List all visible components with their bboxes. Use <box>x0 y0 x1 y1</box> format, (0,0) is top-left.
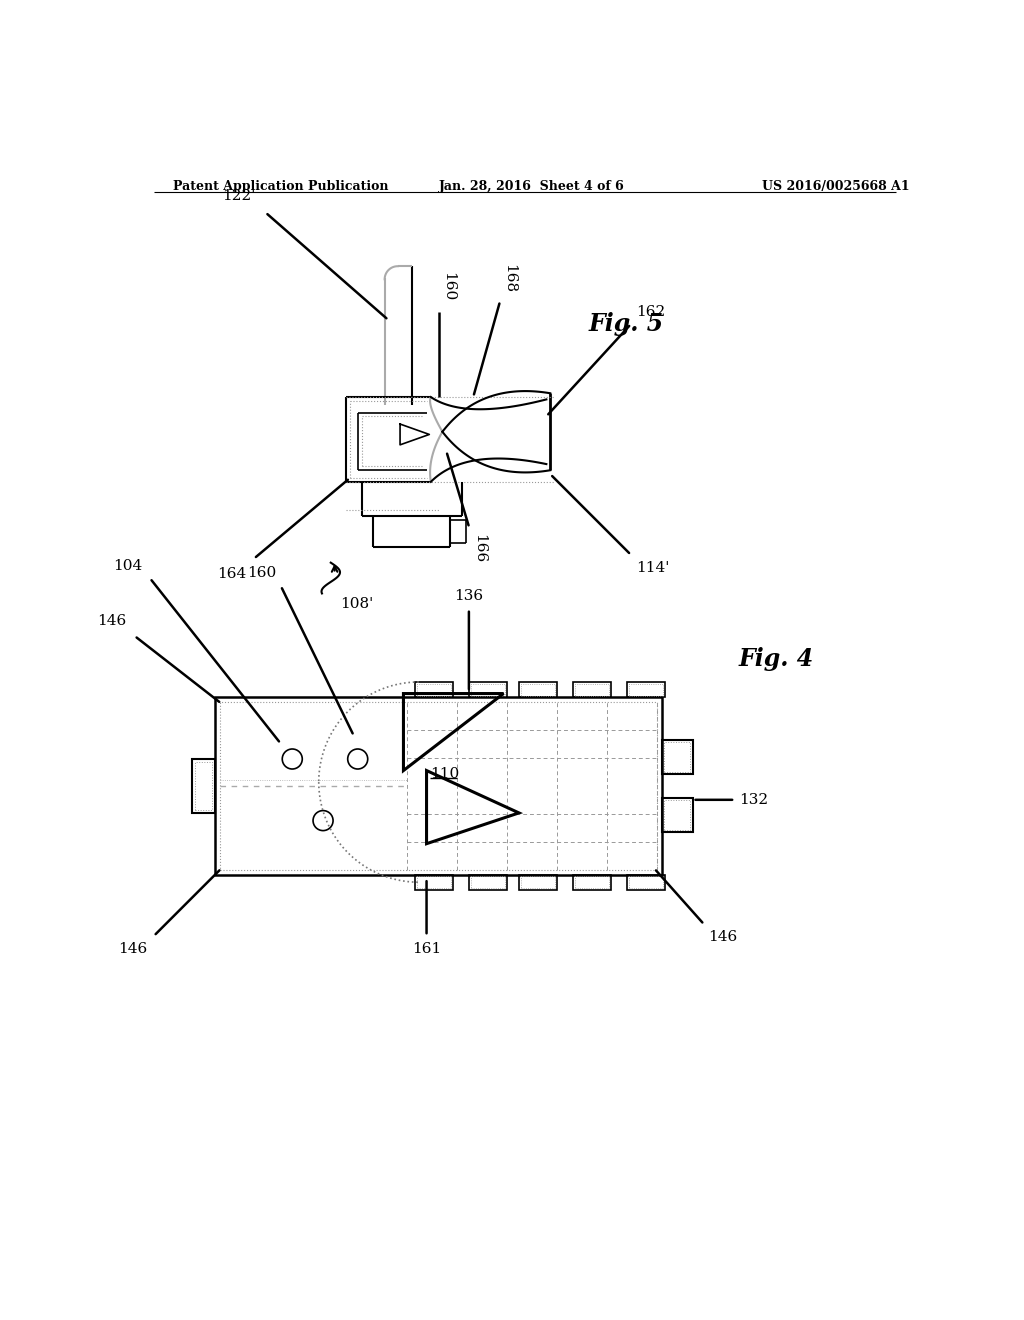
Text: 146: 146 <box>97 614 127 628</box>
Text: 162: 162 <box>637 305 666 318</box>
Bar <box>415 875 454 890</box>
Text: 136: 136 <box>455 589 483 603</box>
Bar <box>193 759 215 813</box>
Bar <box>629 876 663 888</box>
Bar <box>196 762 212 810</box>
Bar <box>572 875 611 890</box>
Text: Fig. 5: Fig. 5 <box>589 312 664 337</box>
Text: 160: 160 <box>441 272 455 301</box>
Text: US 2016/0025668 A1: US 2016/0025668 A1 <box>762 180 909 193</box>
Bar <box>519 875 557 890</box>
Text: 146: 146 <box>118 942 147 956</box>
Bar <box>469 875 508 890</box>
Text: 132: 132 <box>739 793 768 807</box>
Bar <box>572 682 611 697</box>
Text: 110: 110 <box>430 767 460 781</box>
Text: 146: 146 <box>708 929 737 944</box>
Bar <box>575 684 609 696</box>
Bar <box>627 875 666 890</box>
Text: 114': 114' <box>637 561 670 576</box>
Bar <box>665 800 690 830</box>
Bar <box>469 682 508 697</box>
Text: 160: 160 <box>248 566 276 581</box>
Text: 161: 161 <box>412 942 441 956</box>
Text: Jan. 28, 2016  Sheet 4 of 6: Jan. 28, 2016 Sheet 4 of 6 <box>438 180 625 193</box>
Text: Fig. 4: Fig. 4 <box>739 647 814 671</box>
Bar <box>418 684 452 696</box>
Bar <box>665 742 690 772</box>
Text: 104: 104 <box>113 558 142 573</box>
Bar <box>418 876 452 888</box>
Text: 164: 164 <box>217 566 246 581</box>
Bar <box>519 682 557 697</box>
Bar <box>662 739 692 775</box>
Text: 122': 122' <box>222 189 255 203</box>
Bar <box>521 684 555 696</box>
Bar <box>471 684 505 696</box>
Bar <box>215 697 662 875</box>
Bar <box>220 702 657 870</box>
Bar <box>629 684 663 696</box>
Text: 168: 168 <box>503 264 516 293</box>
Bar <box>662 797 692 832</box>
Bar <box>627 682 666 697</box>
Bar <box>471 876 505 888</box>
Bar <box>415 682 454 697</box>
Bar <box>575 876 609 888</box>
Text: 108': 108' <box>340 598 374 611</box>
Bar <box>521 876 555 888</box>
Text: 166: 166 <box>472 535 485 564</box>
Text: Patent Application Publication: Patent Application Publication <box>173 180 388 193</box>
